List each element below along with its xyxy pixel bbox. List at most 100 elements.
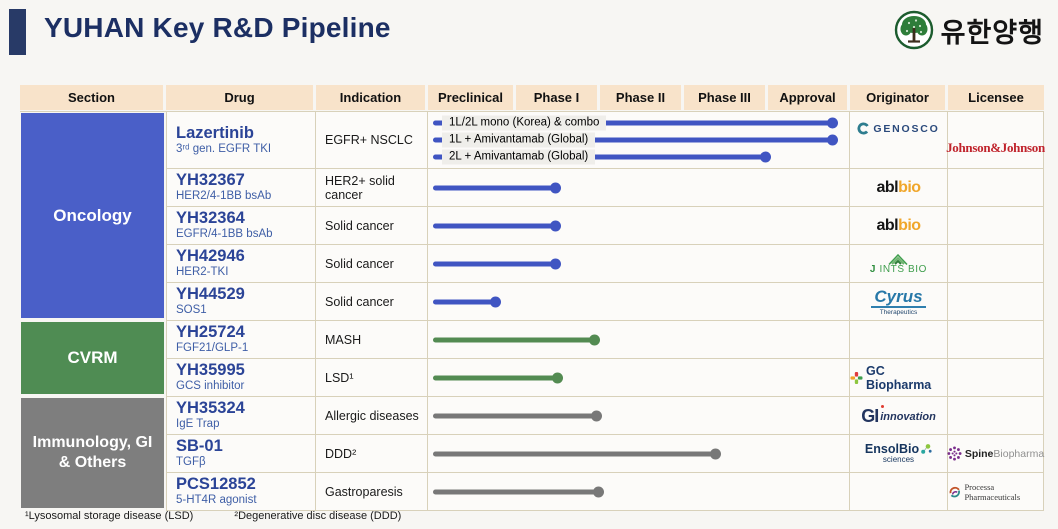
drug-name: YH32364 <box>176 209 245 228</box>
drug-target: EGFR/4-1BB bsAb <box>176 228 273 242</box>
giinnovation-logo: GIinnovation <box>861 407 936 425</box>
licensee-cell <box>948 359 1044 396</box>
bar-line <box>433 261 555 266</box>
bar-end-dot <box>827 118 838 129</box>
drug-target: 5-HT4R agonist <box>176 494 257 508</box>
originator-cell: J INTS BIO <box>850 245 948 282</box>
drug-target: GCS inhibitor <box>176 380 244 394</box>
column-header-approval: Approval <box>768 85 850 110</box>
drug-name: SB-01 <box>176 437 223 456</box>
bar-end-dot <box>490 296 501 307</box>
pipeline-row: PCS128525-HT4R agonistGastroparesisProce… <box>166 473 1044 511</box>
originator-cell: GC Biopharma <box>850 359 948 396</box>
indication-cell: Gastroparesis <box>316 473 428 510</box>
column-header-phase-i: Phase I <box>516 85 600 110</box>
footnotes: ¹Lysosomal storage disease (LSD) ²Degene… <box>25 510 439 522</box>
pipeline-bar <box>428 476 849 507</box>
bar-label: 1L + Amivantamab (Global) <box>442 133 595 148</box>
jintsbio-logo: J INTS BIO <box>870 253 927 275</box>
pipeline-row: YH35324IgE TrapAllergic diseasesGIinnova… <box>166 397 1044 435</box>
drug-target: HER2/4-1BB bsAb <box>176 190 271 204</box>
column-header-drug: Drug <box>166 85 316 110</box>
drug-name: YH32367 <box>176 171 245 190</box>
ablbio-logo: ablbio <box>876 217 920 235</box>
drug-target: 3ʳᵈ gen. EGFR TKI <box>176 143 271 157</box>
pipeline-bar <box>428 286 849 317</box>
bar-label: 2L + Amivantamab (Global) <box>442 149 595 164</box>
gcbiopharma-logo: GC Biopharma <box>850 364 947 392</box>
pipeline-row: SB-01TGFβDDD²EnsolBiosciencesSpineBiopha… <box>166 435 1044 473</box>
originator-cell: GENOSCO <box>850 112 948 168</box>
indication-cell: Solid cancer <box>316 283 428 320</box>
cyrus-logo: CyrusTherapeutics <box>871 288 925 316</box>
indication-cell: HER2+ solid cancer <box>316 169 428 206</box>
pipeline-row: YH32364EGFR/4-1BB bsAbSolid cancerablbio <box>166 207 1044 245</box>
drug-target: TGFβ <box>176 456 206 470</box>
licensee-cell: Johnson&Johnson <box>948 112 1044 168</box>
pipeline-bar: 1L + Amivantamab (Global) <box>428 132 849 149</box>
indication-cell: Solid cancer <box>316 245 428 282</box>
bar-end-dot <box>593 486 604 497</box>
spinebiopharma-logo: SpineBiopharma <box>947 446 1044 461</box>
drug-cell: PCS128525-HT4R agonist <box>166 473 316 510</box>
page-title: YUHAN Key R&D Pipeline <box>44 12 391 44</box>
table-body: Lazertinib3ʳᵈ gen. EGFR TKIEGFR+ NSCLC1L… <box>20 111 1044 511</box>
drug-cell: YH35995GCS inhibitor <box>166 359 316 396</box>
bar-line <box>433 375 557 380</box>
phase-track-cell <box>428 245 850 282</box>
pipeline-row: YH32367HER2/4-1BB bsAb HER2+ solid cancer… <box>166 169 1044 207</box>
indication-cell: LSD¹ <box>316 359 428 396</box>
pipeline-bar <box>428 172 849 203</box>
drug-name: YH44529 <box>176 285 245 304</box>
licensee-cell <box>948 321 1044 358</box>
bar-end-dot <box>710 448 721 459</box>
column-header-section: Section <box>20 85 166 110</box>
pipeline-row: YH44529SOS1Solid cancerCyrusTherapeutics <box>166 283 1044 321</box>
column-header-preclinical: Preclinical <box>428 85 516 110</box>
drug-name: YH42946 <box>176 247 245 266</box>
drug-cell: YH35324IgE Trap <box>166 397 316 434</box>
licensee-cell <box>948 397 1044 434</box>
indication-cell: DDD² <box>316 435 428 472</box>
drug-name: YH35995 <box>176 361 245 380</box>
pipeline-table: SectionDrugIndicationPreclinicalPhase IP… <box>20 85 1044 511</box>
pipeline-row: Lazertinib3ʳᵈ gen. EGFR TKIEGFR+ NSCLC1L… <box>166 112 1044 169</box>
footnote-ddd: ²Degenerative disc disease (DDD) <box>234 510 401 522</box>
indication-cell: EGFR+ NSCLC <box>316 112 428 168</box>
column-header-originator: Originator <box>850 85 948 110</box>
yuhan-logo: 유한양행 <box>894 10 1044 50</box>
section-cvrm: CVRM <box>21 322 164 394</box>
phase-track-cell: 1L/2L mono (Korea) & combo 1L + Amivantam… <box>428 112 850 168</box>
drug-cell: YH42946HER2-TKI <box>166 245 316 282</box>
drug-target: FGF21/GLP-1 <box>176 342 248 356</box>
bar-line <box>433 451 715 456</box>
bar-end-dot <box>827 135 838 146</box>
licensee-cell <box>948 283 1044 320</box>
bar-label: 1L/2L mono (Korea) & combo <box>442 116 606 131</box>
pipeline-row: YH35995GCS inhibitorLSD¹GC Biopharma <box>166 359 1044 397</box>
bar-line <box>433 337 594 342</box>
drug-name: PCS12852 <box>176 475 256 494</box>
section-oncology: Oncology <box>21 113 164 318</box>
pipeline-bar <box>428 362 849 393</box>
pipeline-bar <box>428 210 849 241</box>
drug-name: Lazertinib <box>176 124 254 143</box>
pipeline-bar <box>428 400 849 431</box>
originator-cell <box>850 321 948 358</box>
phase-track-cell <box>428 321 850 358</box>
pipeline-bar: 1L/2L mono (Korea) & combo <box>428 115 849 132</box>
phase-track-cell <box>428 397 850 434</box>
pipeline-bar: 2L + Amivantamab (Global) <box>428 148 849 165</box>
originator-cell: GIinnovation <box>850 397 948 434</box>
pipeline-bar <box>428 438 849 469</box>
bar-end-dot <box>589 334 600 345</box>
column-header-phase-ii: Phase II <box>600 85 684 110</box>
bar-end-dot <box>550 220 561 231</box>
drug-name: YH35324 <box>176 399 245 418</box>
bar-end-dot <box>591 410 602 421</box>
bar-line <box>433 223 555 228</box>
column-header-licensee: Licensee <box>948 85 1044 110</box>
bar-end-dot <box>550 258 561 269</box>
originator-cell: ablbio <box>850 207 948 244</box>
pipeline-bar <box>428 248 849 279</box>
